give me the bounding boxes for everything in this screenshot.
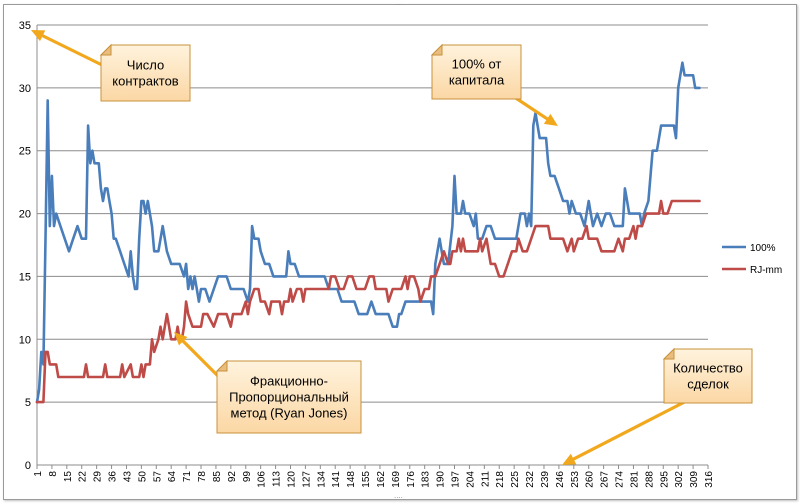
x-tick-label: 211 <box>480 471 491 487</box>
x-tick-label: 22 <box>78 471 89 483</box>
x-tick-label: 113 <box>272 471 283 487</box>
x-tick-label: 239 <box>540 471 551 488</box>
x-tick-label: 155 <box>361 471 372 488</box>
y-tick-label: 15 <box>19 271 31 283</box>
callout-text: Количество <box>673 361 743 376</box>
arrow-shaft <box>41 34 104 67</box>
x-tick-label: 29 <box>93 471 104 483</box>
x-tick-label: 190 <box>436 471 447 488</box>
resize-handle-top[interactable]: .... <box>394 0 403 7</box>
x-tick-label: 106 <box>257 471 268 488</box>
x-tick-label: 225 <box>510 471 521 488</box>
callout-text: Пропорциональный <box>229 390 349 405</box>
x-tick-label: 302 <box>674 471 685 488</box>
x-tick-label: 92 <box>227 471 238 483</box>
legend: 100% RJ-mm <box>722 243 782 276</box>
y-tick-label: 35 <box>19 20 31 32</box>
x-tick-label: 36 <box>108 471 119 483</box>
x-tick-label: 197 <box>451 471 462 488</box>
x-tick-label: 281 <box>629 471 640 488</box>
legend-label: RJ-mm <box>750 265 782 276</box>
x-tick-label: 204 <box>465 471 476 488</box>
x-tick-label: 295 <box>659 471 670 488</box>
annotation-arrows <box>31 30 704 465</box>
x-tick-label: 316 <box>704 471 715 488</box>
y-tick-label: 25 <box>19 146 31 158</box>
callout-text: контрактов <box>112 74 179 89</box>
x-tick-label: 50 <box>137 471 148 483</box>
axes: 0 5 10 15 20 25 30 35 1 8 15 22 29 36 43 50 57 64 71 78 85 92… <box>19 20 715 488</box>
callout-text: капитала <box>449 73 505 88</box>
x-tick-label: 78 <box>197 471 208 483</box>
x-tick-label: 15 <box>63 471 74 483</box>
arrow-head <box>31 30 46 42</box>
x-tick-label: 1 <box>33 471 44 477</box>
x-tick-label: 274 <box>615 471 626 488</box>
x-tick-label: 162 <box>376 471 387 488</box>
x-tick-label: 127 <box>301 471 312 488</box>
callout-text: Фракционно- <box>250 374 328 389</box>
callout-text: Число <box>127 58 164 73</box>
x-tick-label: 260 <box>585 471 596 488</box>
x-tick-label: 134 <box>316 471 327 488</box>
callout-text: 100% от <box>452 57 502 72</box>
arrow-shaft <box>181 339 224 382</box>
y-tick-label: 30 <box>19 83 31 95</box>
x-tick-label: 148 <box>346 471 357 488</box>
arrow-shaft <box>571 391 704 461</box>
callout-fold <box>99 43 112 56</box>
resize-handle-bottom[interactable]: .... <box>394 492 403 500</box>
series-line-rj-mm <box>35 199 701 404</box>
x-tick-label: 43 <box>122 471 133 483</box>
x-tick-label: 183 <box>421 471 432 488</box>
arrow-trades <box>562 391 704 465</box>
x-tick-label: 176 <box>406 471 417 488</box>
y-tick-label: 20 <box>19 209 31 221</box>
x-tick-label: 141 <box>331 471 342 488</box>
callout-fold <box>430 43 443 56</box>
x-tick-label: 232 <box>525 471 536 488</box>
x-tick-label: 253 <box>570 471 581 488</box>
x-tick-label: 218 <box>495 471 506 488</box>
x-tick-label: 120 <box>286 471 297 488</box>
x-tick-label: 64 <box>167 471 178 483</box>
callout-text: метод (Ryan Jones) <box>231 406 348 421</box>
callout-fold <box>215 359 228 372</box>
callout-text: сделок <box>687 377 729 392</box>
x-tick-label: 288 <box>644 471 655 488</box>
arrow-rj-method <box>174 332 224 382</box>
y-tick-label: 10 <box>19 334 31 346</box>
x-tick-label: 267 <box>600 471 611 488</box>
chart-frame: 0 5 10 15 20 25 30 35 1 8 15 22 29 36 43 50 57 64 71 78 85 92… <box>3 0 797 500</box>
x-tick-label: 8 <box>48 471 59 477</box>
x-tick-label: 57 <box>152 471 163 483</box>
arrow-contracts <box>31 30 104 67</box>
arrow-head <box>543 113 558 126</box>
x-tick-label: 309 <box>689 471 700 488</box>
legend-label: 100% <box>750 243 776 254</box>
plot-area-series <box>35 61 701 404</box>
x-tick-label: 85 <box>212 471 223 483</box>
x-tick-label: 169 <box>391 471 402 488</box>
series-line-full-capital <box>35 61 701 404</box>
y-tick-label: 0 <box>25 460 31 472</box>
arrow-head <box>174 332 188 346</box>
x-tick-label: 99 <box>242 471 253 483</box>
arrow-head <box>562 453 577 465</box>
callout-fold <box>662 347 675 360</box>
x-tick-label: 246 <box>555 471 566 488</box>
x-tick-label: 71 <box>182 471 193 483</box>
line-chart: 0 5 10 15 20 25 30 35 1 8 15 22 29 36 43 50 57 64 71 78 85 92… <box>19 20 782 488</box>
y-tick-label: 5 <box>25 397 31 409</box>
